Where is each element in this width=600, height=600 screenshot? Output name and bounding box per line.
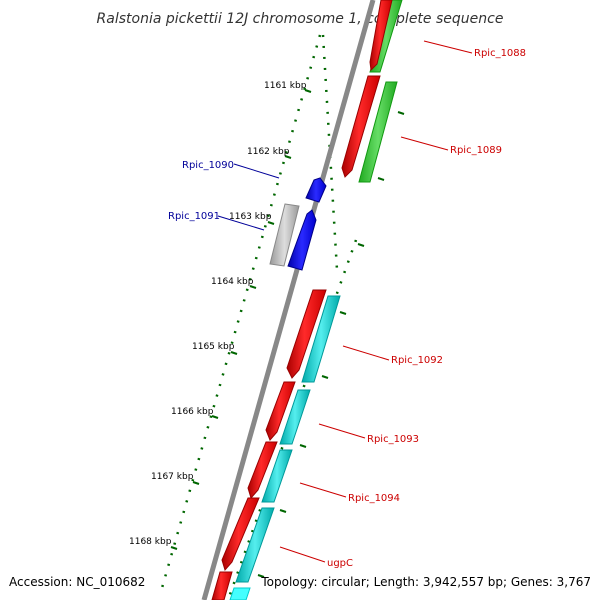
cyan-band-1092 [301,295,341,383]
backbone [201,0,376,600]
inner-tick-ring [158,34,322,596]
gene-label-rpic-1091: Rpic_1091 [168,211,220,222]
gene-label-ugpc: ugpC [327,558,353,569]
forward-leaders [279,40,473,563]
gene-label-rpic-1092: Rpic_1092 [391,355,443,366]
gene-label-rpic-1090: Rpic_1090 [182,160,234,171]
accession-label: Accession: NC_010682 [9,575,145,589]
kbp-label-1166: 1166 kbp [171,407,214,417]
cds-arrow-1093 [265,381,296,441]
cds-arrow-next [211,571,233,600]
kbp-label-1167: 1167 kbp [151,472,194,482]
cyan-band-ugpc [235,507,275,583]
kbp-label-1164: 1164 kbp [211,277,254,287]
reverse-leaders [217,163,280,231]
kbp-label-1168: 1168 kbp [129,537,172,547]
gene-label-rpic-1088: Rpic_1088 [474,48,526,59]
cyan-band-next [229,587,251,600]
kbp-labels: 1161 kbp 1162 kbp 1163 kbp 1164 kbp 1165… [129,81,307,547]
gene-label-rpic-1094: Rpic_1094 [348,493,400,504]
cyan-band-1093 [279,389,311,445]
outer-dashes [257,111,405,578]
grey-band-1091 [269,203,300,267]
gene-label-rpic-1089: Rpic_1089 [450,145,502,156]
kbp-ticks [170,89,312,550]
cds-arrow-ugpc [221,497,260,572]
cds-arrow-1089 [341,75,381,178]
cds-arrow-1090 [305,177,327,203]
kbp-label-1161: 1161 kbp [264,81,307,91]
green-band-1089 [358,81,398,183]
cds-arrow-1092 [286,289,327,379]
cds-arrow-1088 [369,0,393,72]
cds-arrow-1091 [287,209,317,271]
kbp-label-1162: 1162 kbp [247,147,290,157]
map-title: Ralstonia pickettii 12J chromosome 1, co… [97,11,504,27]
kbp-label-1163: 1163 kbp [229,212,272,222]
cds-arrow-1094 [247,441,278,500]
gene-label-rpic-1093: Rpic_1093 [367,434,419,445]
topology-label: Topology: circular; Length: 3,942,557 bp… [260,575,591,589]
cyan-band-1094 [261,449,293,503]
kbp-label-1165: 1165 kbp [192,342,235,352]
